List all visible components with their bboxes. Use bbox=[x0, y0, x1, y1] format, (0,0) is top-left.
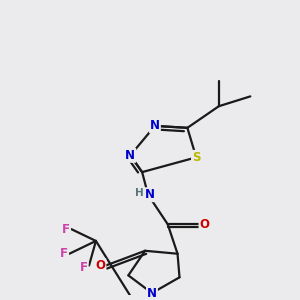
Text: H: H bbox=[135, 188, 144, 198]
Text: F: F bbox=[80, 260, 88, 274]
Text: F: F bbox=[60, 247, 68, 260]
Text: N: N bbox=[147, 286, 157, 300]
Text: N: N bbox=[125, 149, 135, 162]
Text: O: O bbox=[200, 218, 209, 231]
Text: F: F bbox=[62, 223, 70, 236]
Text: O: O bbox=[95, 259, 105, 272]
Text: N: N bbox=[150, 119, 160, 132]
Text: N: N bbox=[145, 188, 154, 201]
Text: S: S bbox=[192, 151, 200, 164]
